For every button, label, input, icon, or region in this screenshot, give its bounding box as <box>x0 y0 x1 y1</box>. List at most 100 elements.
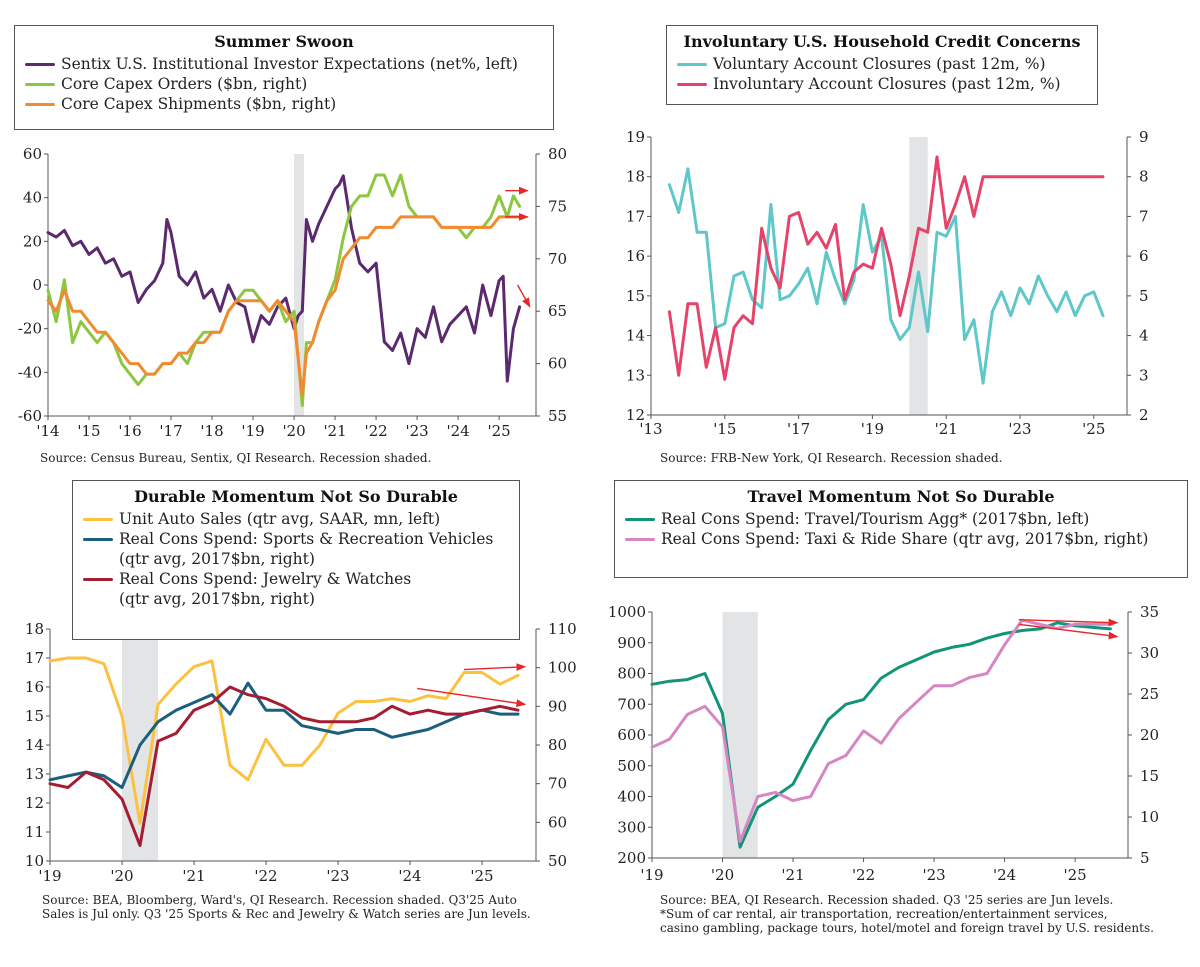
x-tick-label: '17 <box>787 420 810 438</box>
legend-swatch <box>83 578 113 581</box>
y-left-tick-label: 18 <box>626 168 645 186</box>
y-right-tick-label: 7 <box>1139 207 1149 225</box>
source-note: Source: FRB-New York, QI Research. Reces… <box>660 451 1003 465</box>
legend-label: Real Cons Spend: Sports & Recreation Veh… <box>119 530 494 568</box>
x-tick-label: '21 <box>781 866 804 884</box>
y-left-tick-label: 11 <box>25 823 44 841</box>
x-tick-label: '25 <box>1082 420 1105 438</box>
y-right-tick-label: 35 <box>1140 603 1159 621</box>
y-left-tick-label: 16 <box>626 247 645 265</box>
y-right-tick-label: 30 <box>1140 644 1159 662</box>
source-note: Source: BEA, Bloomberg, Ward's, QI Resea… <box>42 893 531 921</box>
y-left-tick-label: 800 <box>617 665 646 683</box>
series-line-3 <box>48 685 520 847</box>
y-left-tick-label: 200 <box>617 849 646 867</box>
y-left-tick-label: 40 <box>23 189 42 207</box>
legend-box: Summer Swoon Sentix U.S. Institutional In… <box>14 25 554 130</box>
chart-1: -60 -40 -20 0 20 40 60 55 60 65 70 75 80 '14 '15 '16 '17… <box>18 145 567 440</box>
y-left-tick-label: 17 <box>626 207 645 225</box>
legend-label: Involuntary Account Closures (past 12m, … <box>713 75 1061 93</box>
y-left-tick-label: 0 <box>32 276 42 294</box>
series-line-1 <box>667 167 1105 385</box>
y-left-tick-label: 20 <box>23 232 42 250</box>
legend-swatch <box>83 518 113 521</box>
y-right-tick-label: 9 <box>1139 128 1149 146</box>
series-line-1 <box>48 656 520 825</box>
legend-swatch <box>625 518 655 521</box>
legend-swatch <box>83 538 113 541</box>
chart-3: 10 11 12 13 14 15 16 17 18 50 60 70 80 90 100 110 '19 '20… <box>25 620 577 885</box>
y-right-tick-label: 110 <box>548 620 577 638</box>
y-left-tick-label: 60 <box>23 145 42 163</box>
y-left-tick-label: 700 <box>617 695 646 713</box>
chart-title: Summer Swoon <box>214 32 354 51</box>
y-right-tick-label: 5 <box>1139 287 1149 305</box>
legend-box: Involuntary U.S. Household Credit Concer… <box>666 25 1098 105</box>
x-tick-label: '19 <box>38 867 61 885</box>
series-line-2 <box>48 681 520 789</box>
legend-swatch <box>25 83 55 86</box>
legend-swatch <box>677 63 707 66</box>
y-left-tick-label: -40 <box>18 363 42 381</box>
recession-shading <box>294 154 305 416</box>
source-note: Source: BEA, QI Research. Recession shad… <box>660 893 1154 935</box>
y-left-tick-label: -60 <box>18 407 42 425</box>
legend-item: Real Cons Spend: Sports & Recreation Veh… <box>83 529 509 569</box>
x-tick-label: '25 <box>470 867 493 885</box>
y-left-tick-label: -20 <box>18 320 42 338</box>
legend-box: Travel Momentum Not So Durable Real Cons … <box>614 480 1188 578</box>
axes <box>47 154 537 417</box>
legend-swatch <box>625 538 655 541</box>
y-right-tick-label: 4 <box>1139 327 1149 345</box>
series-line-1 <box>650 621 1112 849</box>
y-left-tick-label: 16 <box>25 678 44 696</box>
y-left-tick-label: 600 <box>617 726 646 744</box>
y-left-tick-label: 15 <box>626 287 645 305</box>
trend-arrow <box>516 284 531 308</box>
legend-label: Real Cons Spend: Travel/Tourism Agg* (20… <box>661 510 1090 528</box>
legend-box: Durable Momentum Not So Durable Unit Auto… <box>72 480 520 640</box>
y-left-tick-label: 900 <box>617 634 646 652</box>
legend-item: Real Cons Spend: Jewelry & Watches (qtr … <box>83 569 509 609</box>
x-tick-label: '20 <box>282 422 305 440</box>
chart-4: 200 300 400 500 600 700 800 900 1000 5 10 15 20 25 30 3… <box>608 603 1159 884</box>
x-tick-label: '25 <box>1064 866 1087 884</box>
y-left-tick-label: 19 <box>626 128 645 146</box>
trend-arrow <box>1018 618 1119 627</box>
y-left-tick-label: 1000 <box>608 603 646 621</box>
x-tick-label: '23 <box>922 866 945 884</box>
legend-swatch <box>25 103 55 106</box>
y-left-tick-label: 500 <box>617 757 646 775</box>
y-right-tick-label: 90 <box>548 697 567 715</box>
legend-item: Involuntary Account Closures (past 12m, … <box>677 74 1087 94</box>
legend-item: Real Cons Spend: Travel/Tourism Agg* (20… <box>625 509 1177 529</box>
x-tick-label: '14 <box>36 422 59 440</box>
legend-label: Real Cons Spend: Jewelry & Watches (qtr … <box>119 570 412 608</box>
x-tick-label: '25 <box>487 422 510 440</box>
source-note: Source: Census Bureau, Sentix, QI Resear… <box>40 451 432 465</box>
y-right-tick-label: 25 <box>1140 685 1159 703</box>
y-right-tick-label: 3 <box>1139 366 1149 384</box>
y-right-tick-label: 15 <box>1140 767 1159 785</box>
legend-label: Core Capex Orders ($bn, right) <box>61 75 308 93</box>
series-line-2 <box>650 618 1112 844</box>
legend-item: Core Capex Orders ($bn, right) <box>25 74 543 94</box>
x-tick-label: '23 <box>405 422 428 440</box>
y-right-tick-label: 6 <box>1139 247 1149 265</box>
y-right-tick-label: 55 <box>548 407 567 425</box>
x-tick-label: '24 <box>993 866 1016 884</box>
y-right-tick-label: 80 <box>548 145 567 163</box>
y-left-tick-label: 18 <box>25 620 44 638</box>
x-tick-label: '24 <box>398 867 421 885</box>
x-tick-label: '19 <box>241 422 264 440</box>
x-tick-label: '19 <box>640 866 663 884</box>
x-tick-label: '24 <box>446 422 469 440</box>
x-tick-label: '21 <box>935 420 958 438</box>
y-right-tick-label: 60 <box>548 813 567 831</box>
x-tick-label: '22 <box>254 867 277 885</box>
y-left-tick-label: 13 <box>626 366 645 384</box>
x-tick-label: '17 <box>159 422 182 440</box>
legend-label: Core Capex Shipments ($bn, right) <box>61 95 337 113</box>
x-tick-label: '13 <box>639 420 662 438</box>
x-tick-label: '20 <box>711 866 734 884</box>
